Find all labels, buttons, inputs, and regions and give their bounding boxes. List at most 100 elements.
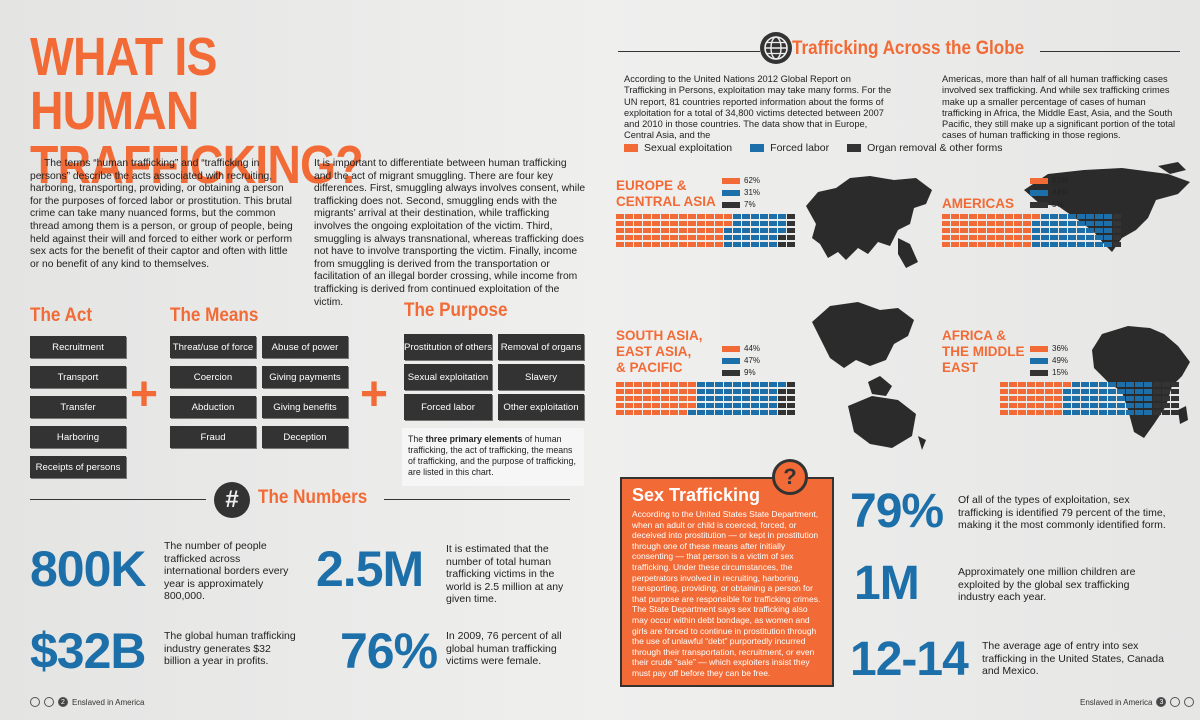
waffle-cell: [652, 228, 660, 233]
waffle-cell: [1144, 396, 1152, 401]
waffle-cell: [1041, 214, 1049, 219]
waffle-cell: [634, 242, 642, 247]
region-name-line: & PACIFIC: [616, 360, 683, 375]
pct-swatch: [722, 345, 740, 352]
footer: 2 Enslaved in America: [30, 697, 144, 707]
waffle-cell: [1068, 228, 1076, 233]
waffle-cell: [688, 242, 696, 247]
waffle-cell: [1072, 382, 1080, 387]
waffle-cell: [742, 389, 750, 394]
legend-swatch: [624, 144, 638, 153]
waffle-cell: [1009, 396, 1017, 401]
waffle-cell: [996, 235, 1004, 240]
waffle-cell: [733, 410, 741, 415]
page-title: WHAT IS HUMAN TRAFFICKING?: [30, 27, 364, 195]
waffle-cell: [1005, 221, 1013, 226]
waffle-cell: [1090, 396, 1098, 401]
stat-12-14: 12-14: [850, 633, 969, 686]
act-item: Transport: [30, 366, 126, 388]
waffle-cell: [697, 382, 705, 387]
purpose-item: Sexual exploitation: [404, 364, 492, 390]
waffle-cell: [1018, 403, 1026, 408]
means-item: Threat/use of force: [170, 336, 256, 358]
note-post: of human trafficking, the act of traffic…: [408, 434, 576, 477]
waffle-cell: [1027, 389, 1035, 394]
waffle-cell: [1081, 396, 1089, 401]
waffle-cell: [733, 228, 741, 233]
region-name-line: SOUTH ASIA,: [616, 328, 703, 343]
region-americas-name: AMERICAS: [942, 196, 1014, 212]
waffle-cell: [616, 221, 624, 226]
waffle-cell: [951, 221, 959, 226]
pct-swatch: [722, 189, 740, 196]
asia-pacific-map: [812, 302, 926, 450]
waffle-cell: [1072, 403, 1080, 408]
waffle-cell: [625, 403, 633, 408]
waffle-cell: [787, 396, 795, 401]
purpose-heading: The Purpose: [404, 300, 508, 321]
waffle-cell: [1054, 382, 1062, 387]
waffle-cell: [778, 382, 786, 387]
legend-label: Sexual exploitation: [644, 142, 733, 154]
means-item: Deception: [262, 426, 348, 448]
waffle-cell: [1144, 389, 1152, 394]
waffle-cell: [1113, 221, 1121, 226]
waffle-cell: [643, 382, 651, 387]
waffle-cell: [652, 403, 660, 408]
waffle-cell: [769, 221, 777, 226]
act-item: Receipts of persons: [30, 456, 126, 478]
left-page: WHAT IS HUMAN TRAFFICKING? The terms “hu…: [0, 0, 600, 720]
waffle-cell: [742, 235, 750, 240]
sex-trafficking-box: Sex Trafficking According to the United …: [620, 477, 834, 687]
waffle-cell: [778, 228, 786, 233]
waffle-cell: [1023, 228, 1031, 233]
waffle-cell: [1108, 410, 1116, 415]
waffle-cell: [724, 228, 732, 233]
waffle-cell: [1162, 396, 1170, 401]
waffle-cell: [616, 389, 624, 394]
pct-label: 15%: [1052, 368, 1069, 377]
pct-label: 44%: [744, 344, 761, 353]
waffle-cell: [978, 228, 986, 233]
waffle-cell: [1108, 382, 1116, 387]
waffle-cell: [778, 410, 786, 415]
waffle-cell: [1099, 403, 1107, 408]
legend-item-labor: Forced labor: [750, 142, 829, 154]
pct-sex: 51%: [1030, 176, 1068, 185]
waffle-cell: [760, 228, 768, 233]
waffle-cell: [742, 221, 750, 226]
region-name-line: THE MIDDLE: [942, 344, 1025, 359]
page-number: 3: [1156, 697, 1167, 707]
waffle-cell: [787, 214, 795, 219]
legend-swatch: [750, 144, 765, 153]
divider: [1040, 51, 1180, 52]
waffle-cell: [706, 242, 714, 247]
waffle-cell: [724, 242, 732, 247]
footer-dot: [1170, 697, 1181, 707]
waffle-cell: [1126, 389, 1134, 394]
pct-swatch: [722, 177, 740, 184]
question-icon: ?: [772, 459, 808, 495]
waffle-cell: [679, 214, 687, 219]
waffle-cell: [1045, 389, 1053, 394]
region-name-line: CENTRAL ASIA: [616, 194, 716, 209]
waffle-cell: [1045, 403, 1053, 408]
waffle-cell: [697, 389, 705, 394]
pct-swatch: [722, 357, 740, 364]
pct-label: 5%: [1052, 200, 1064, 209]
waffle-cell: [1135, 403, 1143, 408]
pct-label: 9%: [744, 368, 756, 377]
waffle-cell: [996, 228, 1004, 233]
divider: [30, 499, 206, 500]
divider: [384, 499, 570, 500]
waffle-cell: [1032, 221, 1040, 226]
waffle-cell: [679, 235, 687, 240]
footer-label: Enslaved in America: [1080, 697, 1153, 707]
waffle-cell: [670, 228, 678, 233]
waffle-cell: [769, 214, 777, 219]
waffle-cell: [769, 396, 777, 401]
waffle-cell: [688, 403, 696, 408]
waffle-cell: [969, 221, 977, 226]
waffle-cell: [760, 382, 768, 387]
waffle-cell: [787, 389, 795, 394]
